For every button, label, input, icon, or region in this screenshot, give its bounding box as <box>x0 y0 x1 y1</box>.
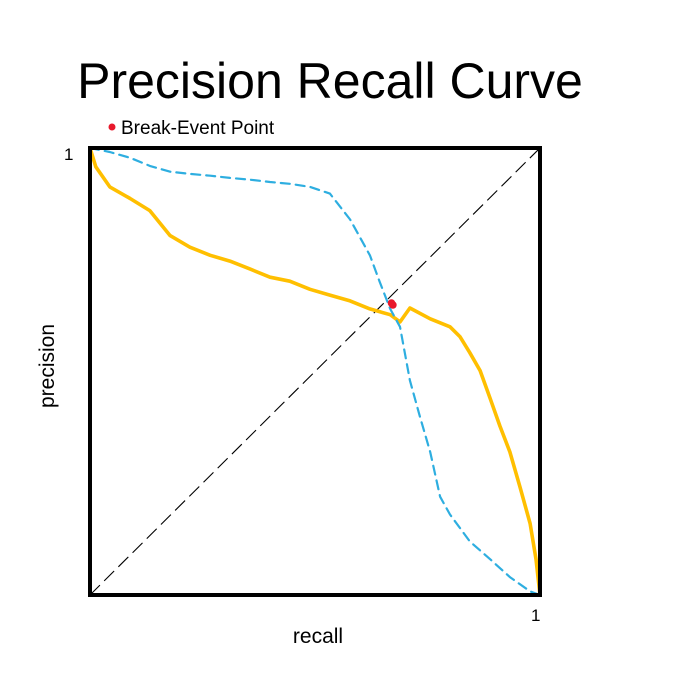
legend-marker-dot <box>108 123 116 131</box>
diagonal-reference-line <box>89 147 541 596</box>
y-tick-label: 1 <box>64 145 73 164</box>
x-tick-label: 1 <box>531 606 540 625</box>
break-even-point-1 <box>387 299 396 307</box>
series-line-solid-0 <box>88 146 542 597</box>
y-axis-label: precision <box>36 324 59 408</box>
legend-label: Break-Event Point <box>121 118 275 139</box>
series-line-dashed-1 <box>88 146 542 597</box>
chart-title: Precision Recall Curve <box>77 53 583 109</box>
plot-area <box>88 146 542 597</box>
x-axis-label: recall <box>293 625 343 648</box>
plot-frame <box>88 146 542 597</box>
